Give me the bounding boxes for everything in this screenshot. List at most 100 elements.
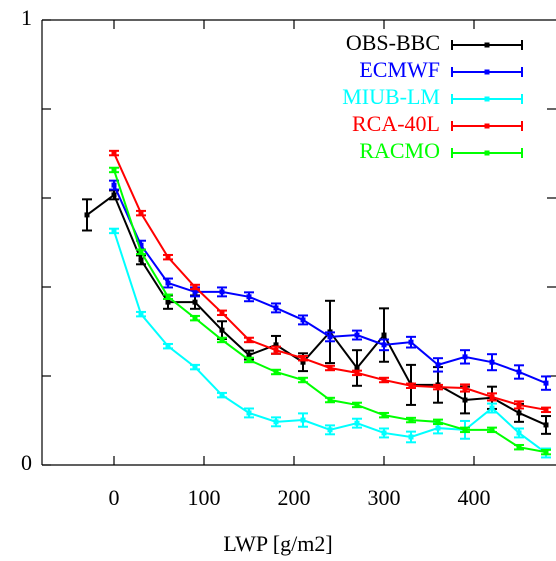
point (111, 228, 117, 234)
point (327, 365, 333, 371)
point (381, 342, 387, 348)
point (516, 369, 522, 375)
point (516, 430, 522, 436)
point (111, 167, 117, 173)
x-tick-label: 300 (368, 485, 401, 510)
point (462, 427, 468, 433)
point (381, 377, 387, 383)
point (408, 339, 414, 345)
point (516, 402, 522, 408)
point (138, 249, 144, 255)
point (300, 417, 306, 423)
point (219, 327, 225, 333)
point (543, 407, 549, 413)
point (489, 405, 495, 411)
point (165, 299, 171, 305)
point (273, 419, 279, 425)
point (246, 294, 252, 300)
x-tick-label: 0 (109, 485, 120, 510)
point (435, 425, 441, 431)
point (543, 422, 549, 428)
x-axis-label: LWP [g/m2] (223, 531, 332, 556)
legend-label: RACMO (359, 138, 440, 163)
point (300, 377, 306, 383)
point (192, 289, 198, 295)
legend-marker (484, 96, 490, 102)
point (435, 362, 441, 368)
point (246, 352, 252, 358)
point (354, 332, 360, 338)
point (354, 402, 360, 408)
point (300, 317, 306, 323)
point (408, 417, 414, 423)
point (354, 365, 360, 371)
point (300, 359, 306, 365)
legend-label: ECMWF (359, 57, 440, 82)
point (462, 354, 468, 360)
point (246, 357, 252, 363)
point (138, 210, 144, 216)
point (138, 311, 144, 317)
point (111, 150, 117, 156)
point (381, 332, 387, 338)
point (192, 299, 198, 305)
point (273, 305, 279, 311)
point (246, 337, 252, 343)
point (381, 412, 387, 418)
legend-marker (484, 150, 490, 156)
point (489, 394, 495, 400)
point (273, 347, 279, 353)
point (192, 364, 198, 370)
plot-area (82, 149, 551, 459)
point (462, 397, 468, 403)
legend-label: MIUB-LM (342, 84, 440, 109)
point (84, 212, 90, 218)
point (246, 410, 252, 416)
point (192, 315, 198, 321)
series-line (113, 152, 547, 411)
y-tick-label: 0 (21, 450, 32, 475)
point (543, 380, 549, 386)
point (327, 397, 333, 403)
point (138, 257, 144, 263)
point (408, 434, 414, 440)
point (462, 385, 468, 391)
point (219, 289, 225, 295)
point (111, 192, 117, 198)
point (516, 444, 522, 450)
point (165, 343, 171, 349)
point (489, 427, 495, 433)
point (300, 355, 306, 361)
point (165, 294, 171, 300)
point (273, 369, 279, 375)
legend-label: RCA-40L (352, 111, 440, 136)
point (273, 342, 279, 348)
legend-marker (484, 69, 490, 75)
point (327, 334, 333, 340)
point (516, 410, 522, 416)
point (543, 449, 549, 455)
point (354, 370, 360, 376)
point (354, 420, 360, 426)
point (381, 430, 387, 436)
x-tick-label: 200 (278, 485, 311, 510)
legend-marker (484, 123, 490, 129)
point (327, 427, 333, 433)
point (408, 383, 414, 389)
point (435, 384, 441, 390)
point (219, 392, 225, 398)
x-tick-label: 400 (458, 485, 491, 510)
point (165, 254, 171, 260)
legend-label: OBS-BBC (346, 30, 440, 55)
point (435, 419, 441, 425)
point (219, 310, 225, 316)
legend-marker (484, 42, 490, 48)
point (219, 337, 225, 343)
y-tick-label: 1 (21, 5, 32, 30)
x-tick-label: 100 (188, 485, 221, 510)
point (111, 182, 117, 188)
point (192, 284, 198, 290)
point (165, 280, 171, 286)
point (138, 242, 144, 248)
